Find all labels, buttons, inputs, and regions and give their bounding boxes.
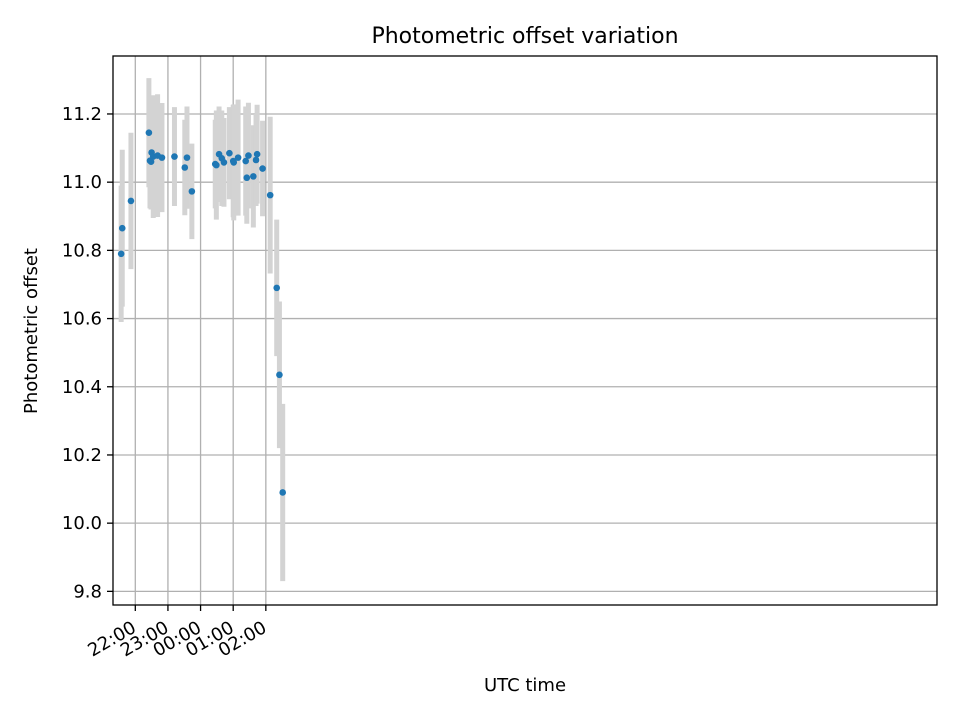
chart-title: Photometric offset variation (371, 24, 678, 49)
y-tick-label: 10.0 (62, 513, 102, 534)
data-point (273, 284, 281, 292)
data-point (147, 158, 155, 166)
data-point (213, 161, 220, 169)
y-tick-label: 10.6 (62, 309, 102, 330)
data-point (259, 165, 266, 172)
data-point (230, 159, 238, 166)
data-point (127, 197, 135, 205)
data-point (183, 154, 191, 161)
data-point (242, 157, 250, 165)
data-point (245, 152, 252, 159)
data-point (252, 156, 260, 164)
data-point (250, 173, 257, 180)
data-point (234, 154, 242, 161)
data-points (117, 129, 286, 496)
data-point (276, 371, 283, 379)
data-point (117, 250, 125, 258)
data-point (118, 224, 126, 232)
y-axis: 9.8 10.0 10.2 10.4 10.6 10.8 11.0 11.2 (62, 104, 113, 602)
x-axis-title: UTC time (484, 675, 566, 696)
y-tick-label: 11.2 (62, 104, 102, 125)
data-point (188, 188, 196, 195)
data-point (226, 149, 233, 157)
y-tick-label: 9.8 (73, 581, 102, 602)
data-point (145, 129, 153, 137)
plot-frame (112, 55, 938, 606)
data-point (253, 150, 261, 158)
data-point (181, 164, 189, 171)
data-point (158, 154, 166, 161)
data-point (279, 489, 286, 496)
y-axis-title: Photometric offset (21, 248, 42, 414)
y-tick-label: 11.0 (62, 172, 102, 193)
data-point (266, 191, 274, 199)
y-tick-label: 10.8 (62, 240, 102, 261)
y-tick-label: 10.2 (62, 445, 102, 466)
y-tick-label: 10.4 (62, 377, 102, 398)
data-point (171, 153, 178, 160)
data-point (243, 174, 251, 182)
data-point (220, 159, 228, 166)
